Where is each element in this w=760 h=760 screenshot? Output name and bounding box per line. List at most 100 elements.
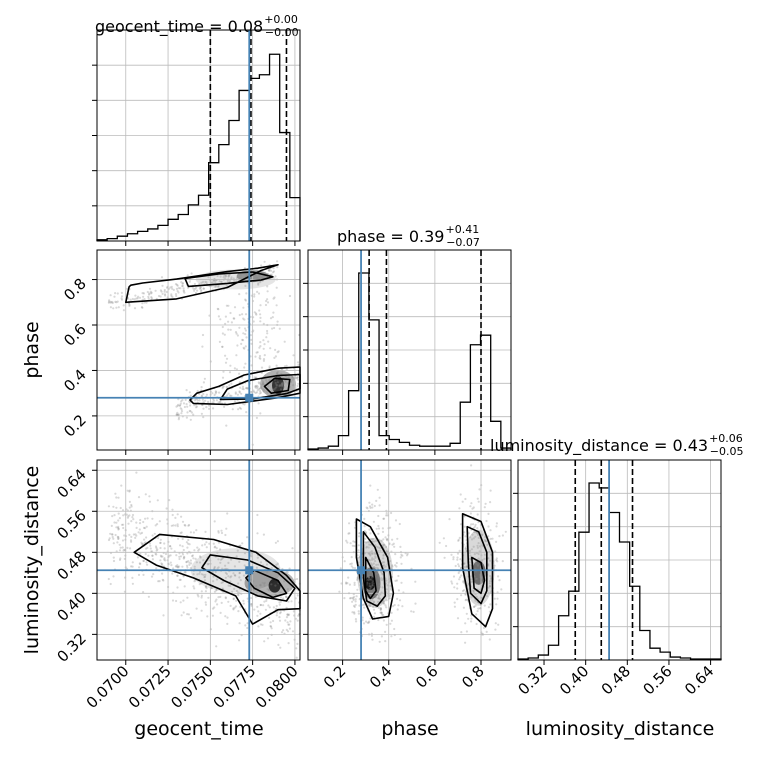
scatter-point (496, 597, 499, 600)
scatter-point (213, 279, 216, 282)
scatter-point (204, 530, 207, 534)
scatter-point (176, 284, 179, 287)
scatter-point (233, 367, 236, 370)
scatter-point (366, 589, 369, 592)
scatter-point (458, 576, 462, 579)
scatter-point (201, 345, 204, 348)
scatter-point (133, 307, 137, 310)
scatter-point (243, 267, 247, 270)
scatter-point (382, 564, 386, 567)
scatter-point (504, 530, 507, 533)
scatter-point (159, 538, 162, 541)
scatter-point (250, 596, 253, 600)
scatter-point (258, 392, 261, 395)
scatter-point (142, 559, 145, 563)
scatter-point (382, 600, 385, 603)
scatter-point (130, 535, 133, 539)
scatter-point (394, 553, 397, 556)
scatter-point (286, 630, 290, 633)
scatter-point (128, 500, 131, 503)
scatter-point (259, 313, 262, 316)
scatter-point (285, 616, 289, 619)
scatter-point (243, 318, 246, 321)
scatter-point (224, 275, 227, 278)
scatter-point (377, 524, 380, 528)
scatter-point (240, 392, 243, 395)
scatter-point (259, 584, 262, 587)
scatter-point (481, 533, 484, 536)
scatter-point (397, 574, 400, 578)
scatter-point (245, 272, 248, 275)
scatter-point (473, 605, 476, 608)
scatter-point (217, 596, 220, 599)
scatter-point (160, 564, 163, 567)
scatter-point (194, 406, 198, 409)
scatter-point (133, 298, 136, 301)
scatter-point (246, 386, 249, 390)
scatter-point (144, 547, 148, 550)
scatter-point (484, 502, 487, 505)
scatter-point (377, 585, 380, 588)
truth-marker (245, 566, 254, 575)
scatter-point (164, 559, 167, 562)
scatter-point (350, 556, 353, 559)
contour-line (125, 263, 279, 304)
scatter-point (204, 585, 208, 588)
scatter-point (294, 617, 297, 620)
scatter-point (372, 601, 375, 604)
scatter-point (393, 545, 396, 548)
scatter-point (204, 601, 207, 604)
scatter-point (215, 598, 218, 601)
scatter-point (189, 401, 192, 404)
scatter-point (235, 354, 238, 357)
scatter-point (291, 376, 294, 379)
scatter-point (161, 563, 164, 566)
scatter-point (230, 558, 233, 561)
scatter-point (259, 316, 262, 319)
x-tick-label: 0.40 (556, 662, 592, 698)
scatter-point (225, 357, 229, 360)
scatter-point (280, 385, 283, 388)
scatter-point (475, 582, 478, 586)
density-region (365, 576, 376, 591)
scatter-point (161, 572, 164, 575)
scatter-point (171, 572, 174, 575)
scatter-point (381, 573, 384, 576)
scatter-point (354, 598, 357, 601)
scatter-point (487, 563, 490, 566)
scatter-point (354, 618, 357, 621)
scatter-point (234, 392, 237, 395)
scatter-point (238, 390, 241, 393)
scatter-point (230, 394, 233, 397)
scatter-point (269, 347, 272, 350)
scatter-point (202, 559, 205, 562)
histogram-luminosity-distance (517, 482, 722, 660)
scatter-point (226, 616, 229, 619)
scatter-point (353, 595, 356, 599)
scatter-point (207, 400, 210, 403)
scatter-point (486, 543, 489, 547)
scatter-point (242, 317, 245, 320)
scatter-point (226, 622, 229, 626)
scatter-point (373, 588, 376, 591)
scatter-point (250, 578, 253, 581)
scatter-point (259, 341, 262, 344)
scatter-point (123, 557, 126, 561)
scatter-point (159, 546, 162, 550)
scatter-point (242, 306, 245, 309)
scatter-point (476, 527, 479, 530)
scatter-point (372, 558, 375, 561)
scatter-point (121, 546, 124, 549)
scatter-point (224, 576, 227, 579)
contour-line (201, 554, 296, 602)
scatter-point (367, 576, 370, 579)
scatter-point (347, 532, 350, 535)
scatter-point (186, 552, 189, 555)
scatter-point (159, 289, 162, 292)
scatter-point (208, 542, 211, 545)
scatter-point (458, 536, 461, 540)
scatter-point (130, 565, 133, 568)
scatter-point (176, 523, 179, 526)
scatter-point (353, 526, 357, 529)
scatter-point (287, 614, 290, 617)
